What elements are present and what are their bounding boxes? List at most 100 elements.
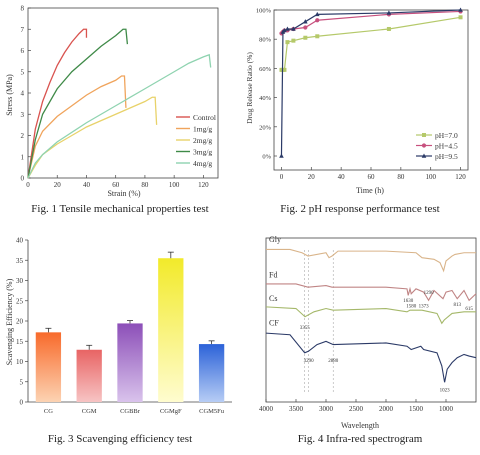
fig2-ytick-label: 0% (262, 154, 271, 161)
fig3-category-label: CG (44, 408, 53, 415)
fig1-xtick-label: 40 (83, 181, 91, 189)
fig4-peak-annotation: 1580 (406, 305, 417, 310)
fig2-legend-marker (422, 133, 426, 137)
fig3-bar (35, 332, 62, 402)
fig3-caption: Fig. 3 Scavenging efficiency test (47, 433, 193, 445)
fig3-ytick-label: 20 (16, 318, 24, 326)
fig2-data-point (458, 7, 463, 12)
fig2-data-point (282, 27, 287, 33)
fig2-xtick-label: 80 (397, 173, 405, 181)
fig2-data-point (303, 19, 308, 24)
fig1-ytick-label: 5 (21, 68, 25, 76)
fig3-bar (198, 344, 225, 402)
fig1-ytick-label: 8 (21, 5, 25, 13)
fig2-data-point (314, 11, 320, 17)
fig2-xtick-label: 20 (308, 173, 316, 181)
fig2-series-group (279, 7, 463, 158)
fig3-category-label: CGBBr (120, 408, 141, 415)
fig2-ytick-label: 60% (259, 66, 272, 73)
fig2-legend-marker (421, 143, 427, 148)
fig3-ytick-label: 30 (16, 277, 24, 285)
fig1-xtick-label: 120 (198, 181, 209, 189)
fig4-xtick-label: 4000 (259, 405, 274, 413)
fig2-data-point (303, 25, 308, 30)
fig1-series-line (27, 28, 88, 179)
fig3-ytick-label: 5 (20, 378, 24, 386)
fig1-legend: Control 1mg/g 2mg/g 3mg/g 4mg/g (176, 113, 216, 168)
fig4-peak-annotation: 615 (465, 307, 473, 312)
fig2-xtick-label: 40 (338, 173, 346, 181)
fig1-series-line (27, 96, 158, 179)
fig1-ytick-label: 3 (21, 111, 25, 119)
fig2-data-point (315, 18, 320, 23)
fig2-data-point (282, 67, 287, 72)
fig4-plot-frame (265, 237, 477, 403)
fig3-ylabel: Scavenging Efficiency (%) (5, 278, 14, 365)
fig2-xtick-label: 120 (455, 173, 466, 181)
fig3-ytick-label: 25 (16, 297, 24, 305)
fig4-xtick-label: 2000 (379, 405, 394, 413)
fig4-xtick-label: 1000 (439, 405, 454, 413)
fig2-series-line (281, 10, 461, 34)
figure-4-ir-spectrum: 4000 3500 3000 2500 2000 1500 1000 Gly Fd Cs CF 16… (259, 235, 477, 430)
fig4-xtick-label: 2500 (349, 405, 364, 413)
fig3-ytick-label: 15 (16, 338, 24, 346)
fig2-data-point (303, 35, 308, 40)
fig4-caption: Fig. 4 Infra-red spectrogram (297, 433, 423, 445)
fig3-ytick-label: 35 (16, 257, 24, 265)
fig1-axes: 0 20 40 60 80 100 120 0 1 2 3 4 5 6 7 8 (21, 5, 219, 189)
fig4-peak-annotation: 813 (453, 303, 461, 308)
fig4-peak-annotation: 1373 (419, 305, 430, 310)
fig4-xtick-label: 3000 (319, 405, 334, 413)
fig4-series-name: Fd (269, 270, 277, 279)
fig2-data-point (458, 15, 463, 20)
fig4-axes: 4000 3500 3000 2500 2000 1500 1000 (259, 237, 477, 413)
fig2-data-point (285, 40, 290, 45)
fig3-bars-group: CG CGM CGBBr CGMgF CGM5Fu (35, 251, 225, 415)
fig1-xlabel: Strain (%) (107, 189, 140, 198)
fig4-series-group (265, 248, 477, 383)
fig4-series-line (265, 306, 476, 325)
fig1-caption: Fig. 1 Tensile mechanical properties tes… (31, 203, 209, 215)
fig3-bar (76, 349, 102, 402)
fig4-series-name: Cs (269, 294, 277, 303)
fig1-ytick-label: 1 (21, 153, 25, 161)
fig3-bar (117, 323, 143, 402)
fig1-legend-label: 1mg/g (193, 124, 212, 133)
fig1-series-line (27, 28, 129, 179)
fig2-legend-label: pH=4.5 (435, 141, 458, 150)
fig3-category-label: CGM5Fu (199, 408, 225, 415)
fig1-ytick-label: 0 (21, 175, 25, 183)
fig4-peak-annotation: 2880 (328, 359, 339, 364)
fig2-xtick-label: 0 (280, 173, 284, 181)
fig4-series-name: CF (269, 319, 279, 328)
fig4-series-name: Gly (269, 235, 281, 244)
fig2-xtick-label: 60 (368, 173, 376, 181)
figure-1-tensile-chart: 0 20 40 60 80 100 120 0 1 2 3 4 5 6 7 8 Control 1mg/g 2mg… (5, 5, 219, 198)
fig2-ytick-label: 80% (259, 37, 272, 44)
fig4-xtick-label: 1500 (409, 405, 424, 413)
fig1-xtick-label: 80 (141, 181, 149, 189)
fig2-ytick-label: 20% (259, 124, 272, 131)
fig4-series-line (266, 283, 477, 302)
fig1-ytick-label: 4 (21, 90, 25, 98)
fig1-legend-label: 4mg/g (193, 159, 212, 168)
fig2-legend: pH=7.0pH=4.5 pH=9.5 (416, 131, 458, 161)
figure-2-ph-chart: 0 20 40 60 80 100 120 0% 20% 40% 60% 80% 100% pH=7.0… (245, 7, 469, 195)
fig2-series-line (280, 9, 461, 157)
fig2-axes: 0 20 40 60 80 100 120 0% 20% 40% 60% 80% 100% (256, 8, 469, 181)
fig3-category-label: CGM (82, 408, 97, 415)
fig4-peak-annotation: 1630 (403, 299, 414, 304)
fig3-bar (158, 258, 184, 402)
fig4-peak-annotation: 1290 (424, 291, 435, 296)
fig1-legend-label: 3mg/g (193, 147, 212, 156)
fig2-ytick-label: 40% (259, 95, 272, 102)
fig1-ytick-label: 7 (21, 26, 25, 34)
fig2-xlabel: Time (h) (356, 186, 384, 195)
fig2-xtick-label: 100 (425, 173, 436, 181)
fig1-xtick-label: 60 (112, 181, 120, 189)
fig1-series-line (27, 53, 212, 179)
fig1-legend-label: 2mg/g (193, 136, 212, 145)
fig4-peak-annotation: 3355 (300, 326, 311, 331)
